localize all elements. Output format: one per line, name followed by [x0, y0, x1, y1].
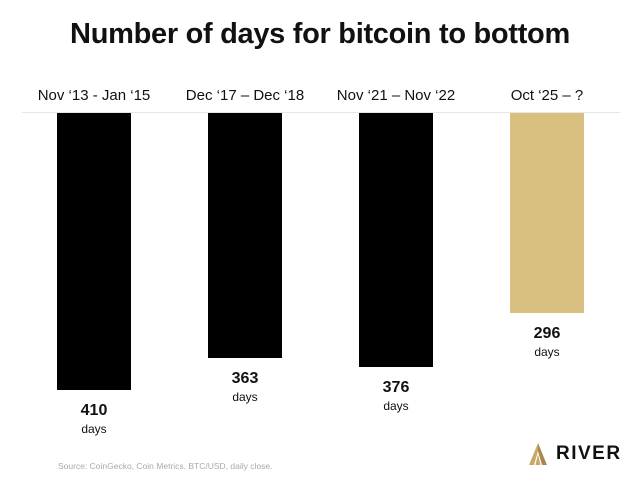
source-note: Source: CoinGecko, Coin Metrics. BTC/USD…	[58, 461, 273, 471]
data-label-2: 363	[231, 370, 259, 387]
bar-4	[510, 113, 584, 313]
bar-1	[57, 113, 131, 390]
data-label-3: 376	[382, 379, 410, 396]
unit-label-3: days	[383, 399, 409, 413]
brand-name: RIVER	[556, 443, 622, 464]
category-label-3: Nov ‘21 – Nov ‘22	[336, 87, 456, 104]
data-label-4: 296	[533, 325, 561, 342]
unit-label-1: days	[81, 422, 107, 436]
category-label-1: Nov ‘13 - Jan ‘15	[37, 87, 151, 104]
unit-label-2: days	[232, 390, 258, 404]
chart-title: Number of days for bitcoin to bottom	[70, 18, 570, 50]
baseline	[22, 112, 620, 113]
bar-2	[208, 113, 282, 358]
unit-label-4: days	[534, 345, 560, 359]
category-label-2: Dec ‘17 – Dec ‘18	[185, 87, 305, 104]
category-label-4: Oct ‘25 – ?	[510, 87, 584, 104]
bar-3	[359, 113, 433, 367]
data-label-1: 410	[80, 402, 108, 419]
river-mountain-icon	[529, 443, 547, 465]
